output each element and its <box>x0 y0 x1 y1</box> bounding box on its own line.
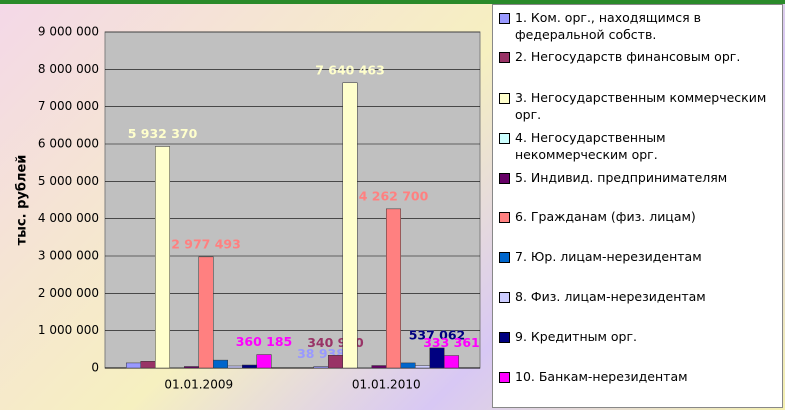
legend-item: 9. Кредитным орг. <box>499 328 781 345</box>
legend-swatch <box>499 93 510 104</box>
legend-label: 4. Негосударственным некоммерческим орг. <box>515 130 666 162</box>
y-tick-label: 2 000 000 <box>38 286 99 300</box>
legend-swatch <box>499 52 510 63</box>
legend-label: 8. Физ. лицам-нерезидентам <box>515 289 706 304</box>
y-tick-label: 1 000 000 <box>38 323 99 337</box>
bar <box>444 355 459 369</box>
data-label: 333 361 <box>423 335 480 350</box>
bar <box>227 365 243 369</box>
legend-item: 5. Индивид. предпринимателям <box>499 169 781 186</box>
data-label: 7 640 463 <box>315 62 385 77</box>
x-tick-label: 01.01.2009 <box>164 378 233 392</box>
bar <box>328 355 343 369</box>
y-tick-label: 3 000 000 <box>38 249 99 263</box>
legend-swatch <box>499 212 510 223</box>
bar <box>313 366 329 369</box>
legend-item: 1. Ком. орг., находящимся в федеральной … <box>499 9 781 43</box>
x-tick-label: 01.01.2010 <box>352 378 421 392</box>
legend-label: 5. Индивид. предпринимателям <box>515 170 728 185</box>
legend-swatch <box>499 332 510 343</box>
bar <box>256 354 272 369</box>
legend-label: 6. Гражданам (физ. лицам) <box>515 209 696 224</box>
legend-label: 9. Кредитным орг. <box>515 329 638 344</box>
legend-label: 2. Негосударств финансовым орг. <box>515 49 741 64</box>
bar <box>140 361 156 369</box>
legend-item: 8. Физ. лицам-нерезидентам <box>499 288 781 305</box>
legend-item: 10. Банкам-нерезидентам <box>499 368 781 385</box>
legend-label: 10. Банкам-нерезидентам <box>515 369 688 384</box>
legend-swatch <box>499 173 510 184</box>
bar <box>386 208 401 369</box>
y-tick-label: 6 000 000 <box>38 137 99 151</box>
data-label: 2 977 493 <box>171 236 241 251</box>
legend-label: 3. Негосударственным коммерческим орг. <box>515 90 767 122</box>
bar <box>184 366 199 369</box>
y-tick-label: 5 000 000 <box>38 174 99 188</box>
bar <box>126 362 141 369</box>
data-label: 4 262 700 <box>359 188 429 203</box>
legend-swatch <box>499 133 510 144</box>
legend-item: 3. Негосударственным коммерческим орг. <box>499 89 781 123</box>
legend-item: 2. Негосударств финансовым орг. <box>499 48 781 65</box>
bar <box>242 364 257 369</box>
legend-swatch <box>499 292 510 303</box>
top-bar <box>0 0 785 4</box>
bar <box>429 347 445 369</box>
legend: 1. Ком. орг., находящимся в федеральной … <box>492 4 783 408</box>
bar <box>400 362 416 369</box>
y-tick-label: 4 000 000 <box>38 211 99 225</box>
legend-swatch <box>499 13 510 24</box>
data-label: 5 932 370 <box>128 126 198 141</box>
y-tick-label: 7 000 000 <box>38 99 99 113</box>
legend-swatch <box>499 372 510 383</box>
legend-item: 4. Негосударственным некоммерческим орг. <box>499 129 781 163</box>
legend-item: 7. Юр. лицам-нерезидентам <box>499 248 781 265</box>
bar <box>371 365 387 369</box>
bar <box>415 365 430 369</box>
y-tick-label: 0 <box>91 361 99 375</box>
legend-label: 7. Юр. лицам-нерезидентам <box>515 249 702 264</box>
y-tick-label: 8 000 000 <box>38 62 99 76</box>
bar <box>213 359 228 369</box>
y-tick-label: 9 000 000 <box>38 25 99 39</box>
data-label: 537 062 <box>409 327 466 342</box>
legend-label: 1. Ком. орг., находящимся в федеральной … <box>515 10 701 42</box>
y-axis-label: тыс. рублей <box>15 155 30 246</box>
bar <box>198 256 214 369</box>
bar <box>155 146 170 369</box>
data-label: 360 185 <box>236 334 293 349</box>
bar <box>342 82 358 369</box>
legend-item: 6. Гражданам (физ. лицам) <box>499 208 781 225</box>
legend-swatch <box>499 252 510 263</box>
